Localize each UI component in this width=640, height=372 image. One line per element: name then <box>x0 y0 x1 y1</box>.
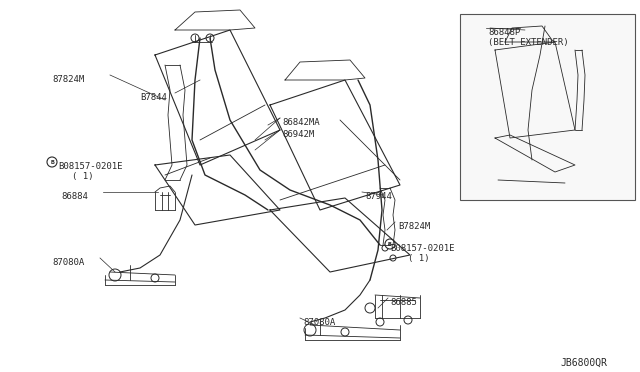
Text: 87080A: 87080A <box>303 318 335 327</box>
Text: 86848P: 86848P <box>488 28 520 37</box>
Circle shape <box>385 239 395 249</box>
Text: B: B <box>50 160 54 164</box>
Text: JB6800QR: JB6800QR <box>560 358 607 368</box>
Text: 87824M: 87824M <box>52 75 84 84</box>
Text: B08157-0201E: B08157-0201E <box>390 244 454 253</box>
Text: ( 1): ( 1) <box>408 254 429 263</box>
Circle shape <box>47 157 57 167</box>
Text: 86884: 86884 <box>61 192 88 201</box>
Text: 86885: 86885 <box>390 298 417 307</box>
Bar <box>460 14 635 200</box>
Text: (BELT EXTENDER): (BELT EXTENDER) <box>488 38 568 47</box>
Text: B08157-0201E: B08157-0201E <box>58 162 122 171</box>
Text: ( 1): ( 1) <box>72 172 93 181</box>
Text: B7844: B7844 <box>140 93 167 102</box>
Text: 87080A: 87080A <box>52 258 84 267</box>
Text: 86842MA: 86842MA <box>282 118 319 127</box>
Text: 87944: 87944 <box>365 192 392 201</box>
Text: B: B <box>388 241 392 247</box>
Text: B7824M: B7824M <box>398 222 430 231</box>
Text: 86942M: 86942M <box>282 130 314 139</box>
